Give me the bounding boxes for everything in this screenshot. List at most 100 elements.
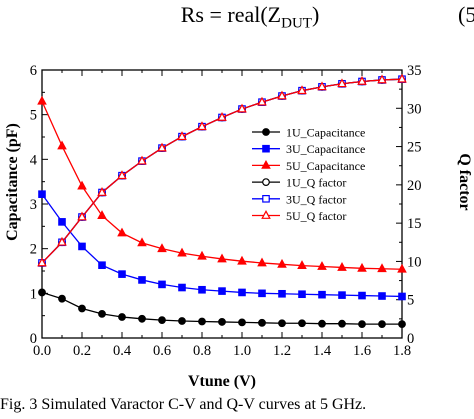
series-point-5u-capacitance (317, 261, 327, 270)
series-point-3u-capacitance (278, 289, 286, 298)
legend-marker-1u-q-factor (262, 178, 270, 187)
series-point-3u-capacitance (318, 290, 326, 299)
series-point-1u-capacitance (258, 318, 266, 327)
series-point-1u-capacitance (278, 319, 286, 328)
y2-tick-label: 30 (407, 101, 422, 117)
x-tick-label: 1.2 (273, 343, 291, 359)
series-point-5u-q-factor (377, 74, 387, 84)
x-tick-label: 0.2 (73, 343, 91, 359)
y2-tick-label: 0 (407, 331, 414, 347)
legend-label-1u-q-factor: 1U_Q factor (286, 176, 346, 190)
series-point-1u-capacitance (238, 318, 246, 327)
series-point-5u-capacitance (357, 262, 367, 272)
x-tick-label: 1.4 (313, 343, 332, 359)
series-point-5u-q-factor (397, 73, 407, 83)
series-point-5u-capacitance (197, 250, 207, 260)
series-point-5u-capacitance (257, 257, 267, 267)
y2-tick-label: 35 (407, 63, 422, 79)
series-point-5u-capacitance (337, 261, 347, 271)
series-point-3u-capacitance (158, 280, 166, 289)
legend-marker-5u-capacitance (261, 159, 271, 169)
series-point-1u-capacitance (298, 319, 306, 328)
series-point-5u-q-factor (117, 170, 127, 180)
series-point-3u-capacitance (58, 218, 66, 226)
series-point-3u-capacitance (118, 270, 126, 278)
series-point-5u-capacitance (157, 243, 167, 253)
series-point-5u-capacitance (117, 227, 127, 237)
legend-label-3u-capacitance: 3U_Capacitance (286, 142, 365, 156)
series-point-3u-capacitance (358, 291, 366, 300)
legend-label-5u-q-factor: 5U_Q factor (286, 209, 346, 223)
series-point-5u-capacitance (397, 263, 407, 273)
y-tick-label: 3 (30, 197, 37, 213)
series-point-5u-q-factor (257, 96, 267, 106)
equation-subscript: DUT (281, 15, 312, 32)
series-point-5u-q-factor (337, 78, 347, 88)
series-point-1u-capacitance (338, 319, 346, 328)
y-tick-label: 1 (30, 286, 37, 302)
series-point-5u-capacitance (377, 263, 387, 273)
y-tick-label: 0 (30, 331, 37, 347)
series-point-5u-q-factor (137, 155, 147, 165)
series-point-3u-capacitance (238, 288, 246, 297)
y-tick-label: 4 (30, 152, 38, 168)
x-tick-label: 0.0 (33, 343, 51, 359)
x-tick-label: 1.6 (353, 343, 371, 359)
y2-tick-label: 15 (407, 216, 422, 232)
series-point-1u-capacitance (398, 320, 406, 329)
series-point-1u-capacitance (158, 316, 166, 325)
series-point-3u-capacitance (38, 190, 46, 198)
series-point-3u-capacitance (218, 287, 226, 295)
series-point-3u-capacitance (338, 291, 346, 299)
series-point-5u-q-factor (297, 85, 307, 95)
figure-caption: Fig. 3 Simulated Varactor C-V and Q-V cu… (0, 396, 367, 413)
series-point-5u-q-factor (97, 187, 107, 196)
series-point-5u-q-factor (357, 76, 367, 85)
legend-marker-3u-q-factor (262, 195, 270, 203)
equation-lhs: Rs = real(Z (180, 2, 282, 27)
legend-marker-5u-q-factor (261, 210, 271, 219)
series-point-5u-capacitance (97, 210, 107, 220)
plot-border (41, 69, 403, 339)
series-point-1u-capacitance (198, 317, 206, 326)
equation-number: (5 (458, 2, 474, 27)
series-point-5u-q-factor (197, 121, 207, 131)
series-point-1u-capacitance (98, 309, 106, 318)
series-point-3u-capacitance (258, 289, 266, 298)
series-point-5u-capacitance (177, 247, 187, 257)
series-point-3u-capacitance (78, 242, 86, 251)
series-point-5u-capacitance (57, 140, 67, 150)
series-point-3u-capacitance (298, 290, 306, 299)
series-point-5u-capacitance (77, 180, 87, 190)
series-point-5u-q-factor (157, 142, 167, 152)
series-point-5u-q-factor (277, 90, 287, 100)
series-point-5u-q-factor (77, 211, 87, 221)
series-point-5u-capacitance (137, 237, 147, 247)
series-point-5u-q-factor (217, 112, 227, 121)
series-point-1u-capacitance (318, 319, 326, 328)
y-axis-title-right: Q factor (456, 153, 473, 210)
series-point-1u-capacitance (358, 320, 366, 329)
series-point-1u-capacitance (138, 314, 146, 323)
y-tick-label: 6 (30, 63, 37, 79)
series-point-5u-capacitance (217, 253, 227, 263)
series-point-1u-capacitance (78, 304, 86, 313)
legend-marker-1u-capacitance (262, 128, 270, 136)
y2-tick-label: 25 (407, 140, 422, 156)
equation-line: Rs = real(ZDUT) (5 (0, 0, 474, 36)
x-tick-label: 1.0 (233, 343, 251, 359)
series-point-5u-q-factor (317, 81, 327, 91)
legend-label-1u-capacitance: 1U_Capacitance (286, 126, 365, 140)
plot-frame (41, 69, 403, 339)
y-tick-label: 5 (30, 108, 37, 124)
y-axis-title-left: Capacitance (pF) (4, 123, 21, 241)
series-point-1u-capacitance (178, 317, 186, 325)
series-point-5u-q-factor (237, 103, 247, 113)
series-point-5u-q-factor (177, 131, 187, 141)
series-point-3u-capacitance (98, 261, 106, 269)
y2-tick-label: 20 (407, 178, 422, 194)
series-layer (37, 73, 407, 329)
axis-ticks: 0.0 0.2 0.4 0.6 0.8 1.0 1.2 1.4 1.6 1.80123456051… (30, 63, 422, 359)
series-point-1u-capacitance (58, 294, 66, 303)
series-line-3u-capacitance (41, 193, 403, 298)
